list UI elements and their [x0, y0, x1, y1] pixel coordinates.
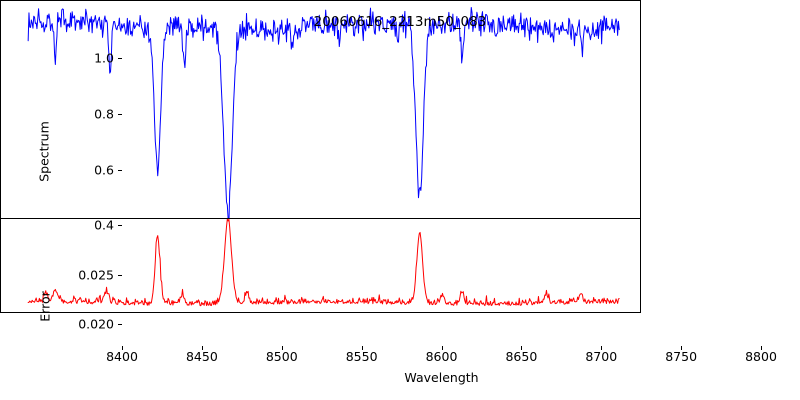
x-tick-mark — [281, 346, 283, 350]
x-tick-label: 8450 — [185, 349, 218, 364]
x-tick-mark — [761, 346, 762, 350]
spectrum-panel — [0, 0, 641, 225]
y-tick-mark — [118, 274, 122, 276]
y-tick-label-error: 0.020 — [78, 316, 114, 332]
x-tick-label: 8400 — [106, 349, 138, 364]
y-tick-label-spectrum: 0.8 — [94, 106, 114, 122]
error-plot-area — [27, 218, 620, 307]
y-tick-label-error: 0.025 — [78, 267, 114, 283]
x-tick-label: 8500 — [265, 349, 298, 364]
x-tick-mark — [361, 346, 363, 350]
x-tick-label: 8650 — [505, 349, 538, 364]
y-tick-label-spectrum: 0.4 — [94, 217, 114, 233]
error-axis-label: Error — [37, 291, 53, 322]
y-tick-mark — [118, 169, 122, 171]
y-tick-label-spectrum: 0.6 — [94, 162, 114, 178]
x-tick-label: 8700 — [585, 349, 618, 364]
y-tick-mark — [118, 58, 122, 60]
x-tick-label: 8750 — [665, 349, 698, 364]
y-tick-label-spectrum: 1.0 — [94, 50, 114, 66]
x-tick-mark — [201, 346, 203, 350]
x-tick-mark — [441, 346, 443, 350]
x-tick-label: 8600 — [425, 349, 458, 364]
x-tick-label: 8550 — [345, 349, 378, 364]
y-tick-mark — [118, 225, 122, 227]
x-tick-label: 8800 — [745, 349, 777, 364]
x-tick-mark — [681, 346, 683, 350]
y-tick-mark — [118, 113, 122, 115]
x-tick-mark — [601, 346, 603, 350]
error-panel — [0, 218, 641, 313]
wavelength-axis-label: Wavelength — [404, 370, 479, 385]
spectrum-axis-label: Spectrum — [36, 121, 52, 182]
spectrum-plot-area — [27, 6, 620, 225]
error-line — [27, 218, 620, 307]
spectrum-line — [27, 6, 620, 225]
x-tick-mark — [122, 346, 123, 350]
y-tick-mark — [118, 324, 122, 326]
figure-title: 20060616_2213m50_083 — [313, 14, 487, 30]
x-tick-mark — [521, 346, 523, 350]
